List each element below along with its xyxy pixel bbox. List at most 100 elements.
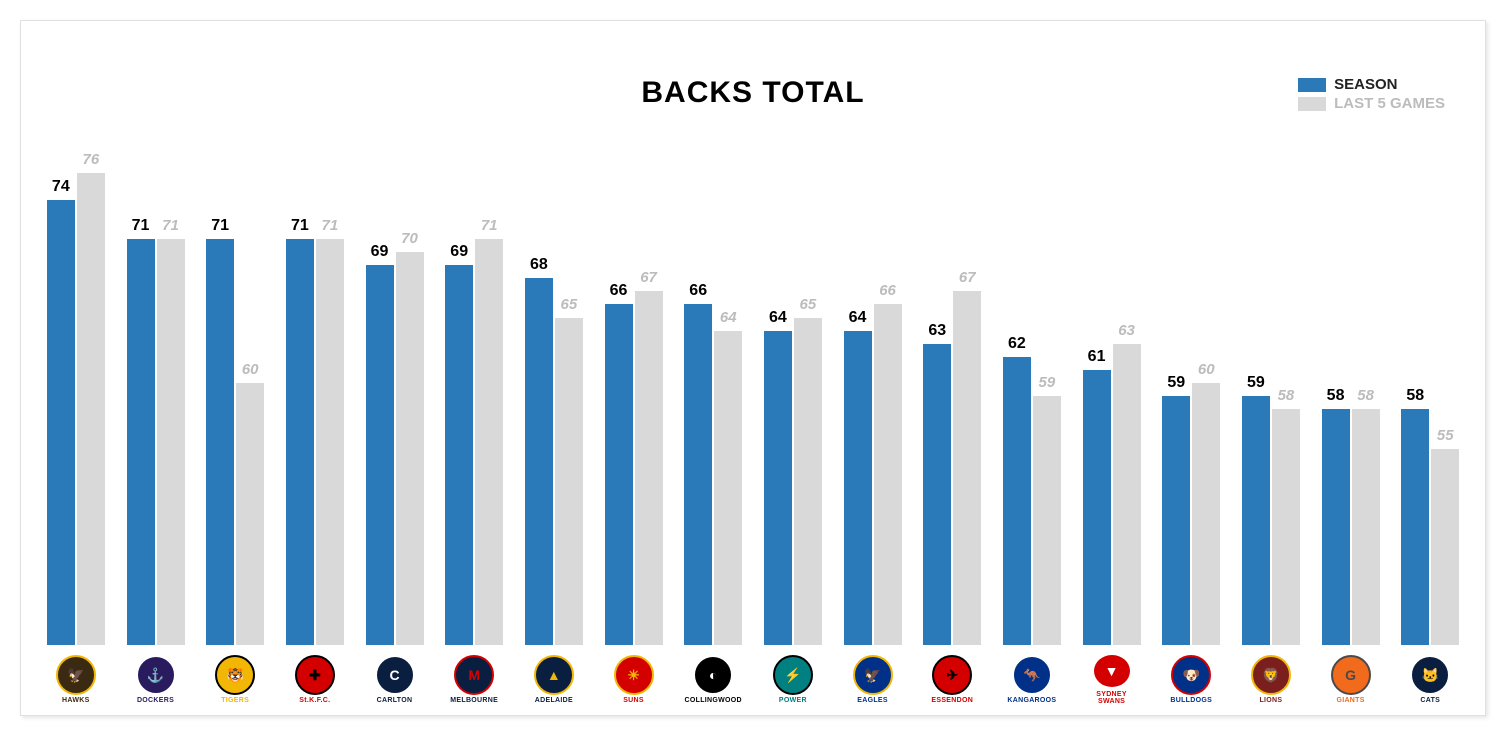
- bar-label-last5: 60: [242, 361, 259, 378]
- bar-label-season: 71: [211, 217, 229, 235]
- team-group: 7476🦅HAWKS: [36, 121, 116, 645]
- bar-label-season: 61: [1088, 348, 1106, 366]
- team-badge-icon: ✈: [932, 655, 972, 695]
- bar-label-last5: 60: [1198, 361, 1215, 378]
- plot-area: 7476🦅HAWKS7171⚓DOCKERS7160🐯TIGERS7171✚St…: [36, 121, 1470, 645]
- bar-last5: 58: [1352, 409, 1380, 645]
- team-name-label: TIGERS: [221, 697, 249, 704]
- bar-pair: 6664: [684, 121, 742, 645]
- bar-label-season: 64: [769, 309, 787, 327]
- bar-pair: 6466: [844, 121, 902, 645]
- team-group: 6865▲ADELAIDE: [514, 121, 594, 645]
- bar-season: 71: [206, 239, 234, 645]
- team-logo: 🐶 BULLDOGS: [1163, 653, 1219, 705]
- legend-swatch-season: [1298, 78, 1326, 92]
- team-name-label: LIONS: [1259, 697, 1282, 704]
- bar-last5: 76: [77, 173, 105, 645]
- team-group: 6367✈ESSENDON: [912, 121, 992, 645]
- bar-last5: 66: [874, 304, 902, 645]
- team-logo: ✚St.K.F.C.: [287, 653, 343, 705]
- bar-label-last5: 71: [322, 217, 339, 234]
- team-logo: 🐱CATS: [1402, 653, 1458, 705]
- bar-label-last5: 58: [1278, 387, 1295, 404]
- bar-season: 62: [1003, 357, 1031, 645]
- bar-last5: 71: [157, 239, 185, 645]
- team-logo: 🦁 LIONS: [1243, 653, 1299, 705]
- bar-label-season: 59: [1167, 374, 1185, 392]
- bar-season: 71: [127, 239, 155, 645]
- bar-last5: 65: [794, 318, 822, 646]
- bar-label-last5: 76: [82, 151, 99, 168]
- bar-label-last5: 55: [1437, 427, 1454, 444]
- bar-season: 66: [684, 304, 712, 645]
- team-logo: GGIANTS: [1323, 653, 1379, 705]
- team-name-label: KANGAROOS: [1007, 697, 1056, 704]
- team-name-label: DOCKERS: [137, 697, 174, 704]
- legend-item-season: SEASON: [1298, 76, 1445, 93]
- bar-label-last5: 71: [481, 217, 498, 234]
- team-name-label: BULLDOGS: [1170, 697, 1212, 704]
- bar-pair: 6259: [1003, 121, 1061, 645]
- bar-label-season: 63: [928, 322, 946, 340]
- bar-last5: 70: [396, 252, 424, 645]
- bar-last5: 63: [1113, 344, 1141, 645]
- bar-pair: 71 71: [286, 121, 344, 645]
- bar-label-last5: 63: [1118, 322, 1135, 339]
- team-badge-icon: ⚡: [773, 655, 813, 695]
- bar-pair: 6163: [1083, 121, 1141, 645]
- team-badge-icon: 🦅: [853, 655, 893, 695]
- bar-pair: 7476: [47, 121, 105, 645]
- team-name-label: ESSENDON: [931, 697, 973, 704]
- team-group: 6971MMELBOURNE: [434, 121, 514, 645]
- bar-season: 61: [1083, 370, 1111, 645]
- team-badge-icon: ◐: [693, 655, 733, 695]
- bar-season: 64: [764, 331, 792, 645]
- bar-pair: 5855: [1401, 121, 1459, 645]
- bar-pair: 69 71: [445, 121, 503, 645]
- bar-label-season: 68: [530, 256, 548, 274]
- team-group: 6970CCARLTON: [355, 121, 435, 645]
- team-badge-icon: 🐶: [1171, 655, 1211, 695]
- bar-last5: 59: [1033, 396, 1061, 645]
- legend-swatch-last5: [1298, 97, 1326, 111]
- bar-label-last5: 65: [561, 296, 578, 313]
- team-badge-icon: ✚: [295, 655, 335, 695]
- chart-title: BACKS TOTAL: [641, 76, 864, 110]
- team-badge-icon: 🦁: [1251, 655, 1291, 695]
- bar-label-season: 71: [291, 217, 309, 235]
- bar-label-season: 69: [450, 243, 468, 261]
- legend-label-last5: LAST 5 GAMES: [1334, 95, 1445, 112]
- bar-last5: 55: [1431, 449, 1459, 646]
- team-group: 6466🦅EAGLES: [833, 121, 913, 645]
- bar-season: 64: [844, 331, 872, 645]
- bar-season: 59: [1242, 396, 1270, 645]
- team-group: 6664◐COLLINGWOOD: [673, 121, 753, 645]
- bar-season: 58: [1322, 409, 1350, 645]
- legend: SEASON LAST 5 GAMES: [1298, 76, 1445, 114]
- bar-last5: 60: [236, 383, 264, 645]
- bar-last5: 65: [555, 318, 583, 646]
- team-logo: 🐯TIGERS: [207, 653, 263, 705]
- bar-pair: 63 67: [923, 121, 981, 645]
- bar-last5: 64: [714, 331, 742, 645]
- team-name-label: COLLINGWOOD: [685, 697, 742, 704]
- team-logo: ⚡ POWER: [765, 653, 821, 705]
- team-name-label: POWER: [779, 697, 807, 704]
- team-group: 6163▼SYDNEY SWANS: [1072, 121, 1152, 645]
- team-badge-icon: ☀: [614, 655, 654, 695]
- team-group: 6259🦘KANGAROOS: [992, 121, 1072, 645]
- team-badge-icon: ⚓: [136, 655, 176, 695]
- bar-season: 66: [605, 304, 633, 645]
- bar-label-season: 58: [1327, 387, 1345, 405]
- bar-label-last5: 70: [401, 230, 418, 247]
- bar-pair: 6970: [366, 121, 424, 645]
- team-name-label: ADELAIDE: [535, 697, 573, 704]
- bar-last5: 67: [953, 291, 981, 645]
- bar-pair: 7171: [127, 121, 185, 645]
- team-group: 7171✚St.K.F.C.: [275, 121, 355, 645]
- team-logo: MMELBOURNE: [446, 653, 502, 705]
- bar-pair: 5858: [1322, 121, 1380, 645]
- bar-label-last5: 59: [1039, 374, 1056, 391]
- team-logo: ⚓ DOCKERS: [128, 653, 184, 705]
- team-name-label: SUNS: [623, 697, 644, 704]
